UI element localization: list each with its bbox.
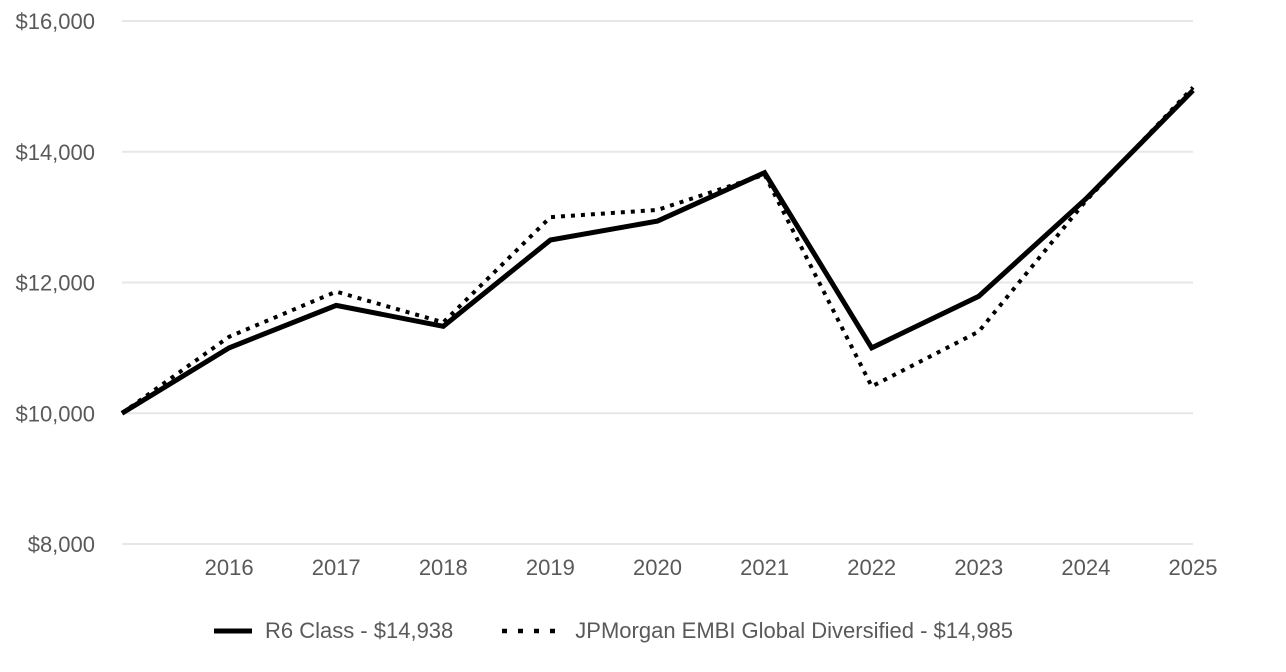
y-axis-tick-label: $12,000 xyxy=(15,271,95,296)
x-axis-tick-label: 2020 xyxy=(633,555,682,580)
y-axis-tick-label: $10,000 xyxy=(15,401,95,426)
x-axis-tick-label: 2018 xyxy=(419,555,468,580)
x-axis-tick-label: 2023 xyxy=(954,555,1003,580)
x-axis-tick-label: 2022 xyxy=(847,555,896,580)
x-axis-tick-label: 2025 xyxy=(1169,555,1218,580)
dotted-line-swatch xyxy=(502,628,563,634)
legend-item-jpm-embi: JPMorgan EMBI Global Diversified - $14,9… xyxy=(501,618,1013,644)
y-axis-tick-label: $8,000 xyxy=(28,532,95,557)
series-line-solid xyxy=(120,88,1195,416)
solid-line-swatch xyxy=(213,628,252,634)
legend-item-r6-class: R6 Class - $14,938 xyxy=(213,618,453,644)
legend-label-jpm-embi: JPMorgan EMBI Global Diversified - $14,9… xyxy=(575,618,1014,643)
series-line-dotted xyxy=(120,85,1195,415)
x-axis-tick-label: 2017 xyxy=(312,555,361,580)
x-axis-tick-label: 2016 xyxy=(205,555,254,580)
y-axis-tick-label: $14,000 xyxy=(15,140,95,165)
x-axis-tick-label: 2019 xyxy=(526,555,575,580)
chart-legend: R6 Class - $14,938 JPMorgan EMBI Global … xyxy=(0,618,1286,644)
y-axis-tick-label: $16,000 xyxy=(15,9,95,34)
legend-label-r6-class: R6 Class - $14,938 xyxy=(264,618,454,643)
line-chart-canvas: $8,000 $10,000 $12,000 $14,000 $16,000 2016 20… xyxy=(15,9,1218,580)
x-axis-tick-label: 2024 xyxy=(1061,555,1110,580)
x-axis-tick-label: 2021 xyxy=(740,555,789,580)
